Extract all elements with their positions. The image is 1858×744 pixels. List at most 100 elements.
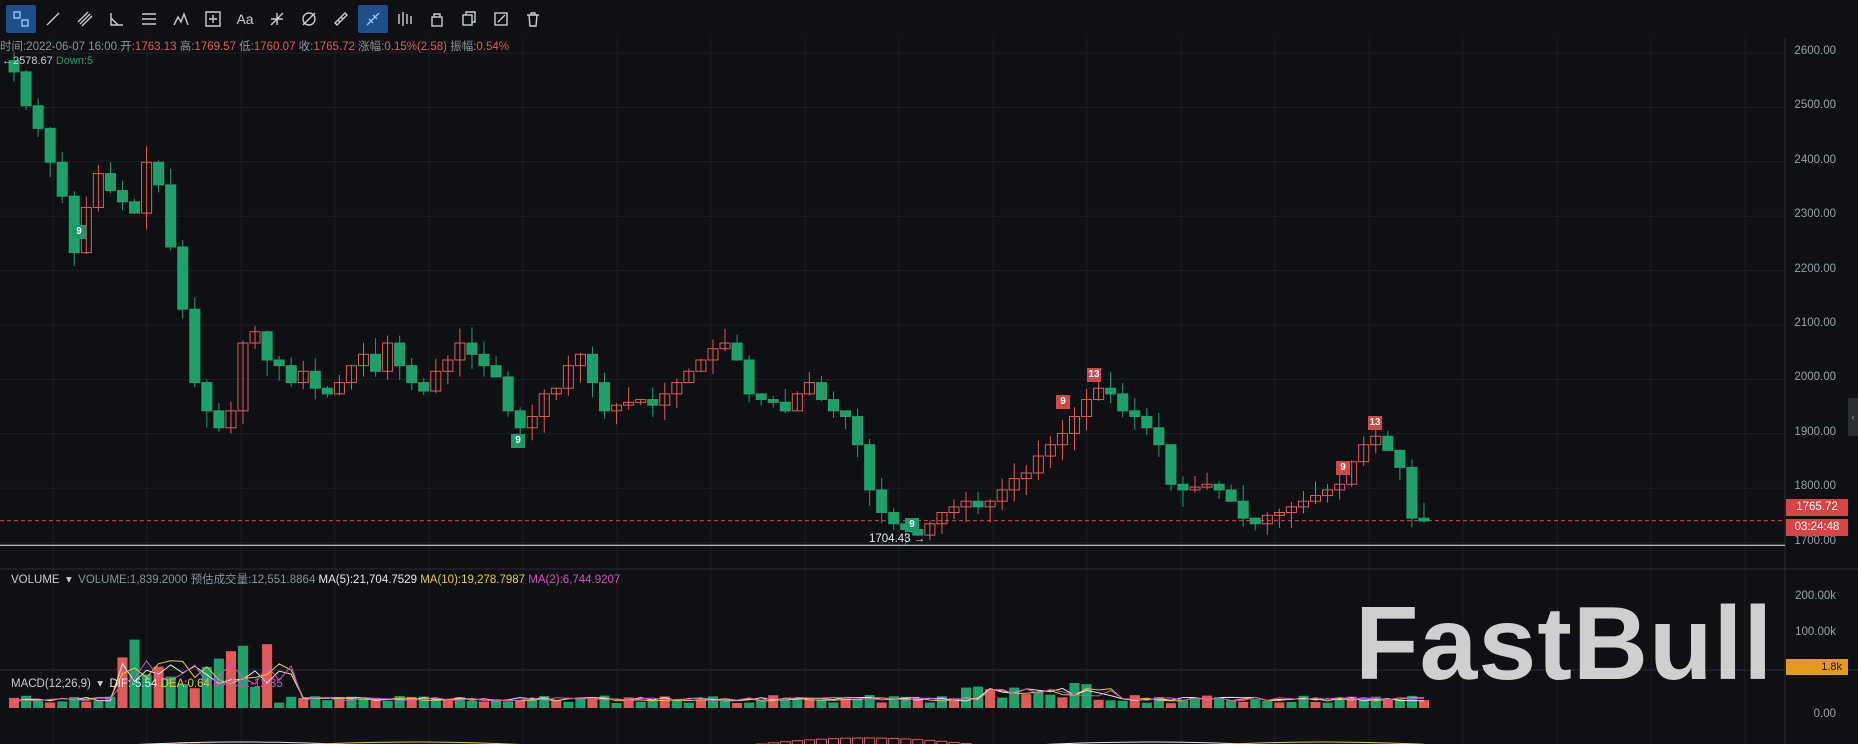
text-icon[interactable]: Aa bbox=[230, 5, 260, 33]
macd-bar bbox=[936, 740, 948, 744]
candle-body bbox=[321, 387, 333, 395]
volume-bar bbox=[888, 696, 899, 708]
candle-body bbox=[1032, 455, 1044, 474]
volume-bar bbox=[1310, 701, 1321, 708]
macd-axis-label: 0.00 bbox=[1813, 708, 1836, 720]
text-tool-label: Aa bbox=[236, 11, 254, 27]
measure-icon[interactable] bbox=[198, 5, 228, 33]
volume-bar bbox=[816, 699, 827, 708]
td-marker: 9 bbox=[1336, 461, 1350, 475]
candle-body bbox=[719, 342, 731, 350]
volume-bar bbox=[936, 696, 947, 708]
indicator-icon[interactable] bbox=[390, 5, 420, 33]
chevron-down-icon[interactable]: ▾ bbox=[94, 678, 107, 690]
candle-body bbox=[1358, 444, 1370, 463]
parallel-channel-icon[interactable] bbox=[70, 5, 100, 33]
price-axis-label: 2600.00 bbox=[1794, 45, 1836, 57]
candle-body bbox=[394, 342, 406, 367]
candle-body bbox=[840, 410, 852, 417]
macd-title[interactable]: MACD(12,26,9) bbox=[11, 678, 91, 690]
price-axis-label: 1700.00 bbox=[1794, 534, 1836, 547]
candle-body bbox=[153, 161, 165, 186]
candle-body bbox=[225, 410, 237, 429]
current-price-tag: 1765.72 bbox=[1786, 499, 1848, 516]
volume-bar bbox=[551, 699, 562, 708]
volume-bar bbox=[635, 701, 646, 708]
volume-bar bbox=[105, 696, 116, 708]
edit-icon[interactable] bbox=[486, 5, 516, 33]
volume-bar bbox=[1057, 697, 1068, 708]
horizontal-lines-icon[interactable] bbox=[134, 5, 164, 33]
open-label: 开: bbox=[120, 41, 135, 53]
candle-body bbox=[1020, 472, 1032, 480]
candle-body bbox=[442, 359, 454, 372]
volume-bar bbox=[985, 689, 996, 708]
fib-icon[interactable] bbox=[262, 5, 292, 33]
candle-body bbox=[1068, 415, 1081, 434]
candle-body bbox=[924, 523, 936, 536]
candle-body bbox=[972, 500, 984, 508]
volume-bar bbox=[117, 657, 128, 708]
volume-bar bbox=[840, 698, 851, 708]
candle-body bbox=[382, 342, 394, 372]
candle-body bbox=[815, 382, 827, 401]
collapse-handle[interactable]: ‹ bbox=[1848, 398, 1858, 436]
candle-body bbox=[20, 71, 32, 107]
trend-line-icon[interactable] bbox=[38, 5, 68, 33]
candle-body bbox=[237, 342, 249, 412]
volume-bar bbox=[310, 696, 321, 708]
candle-body bbox=[611, 404, 623, 412]
magnet-icon[interactable] bbox=[358, 5, 388, 33]
low-label: 低: bbox=[239, 41, 254, 53]
volume-bar bbox=[274, 702, 285, 708]
candle-body bbox=[562, 365, 574, 389]
candle-body bbox=[104, 173, 116, 192]
candle-body bbox=[1117, 393, 1129, 412]
candle-body bbox=[406, 365, 418, 384]
open-value: 1763.13 bbox=[134, 41, 177, 53]
gann-icon[interactable] bbox=[294, 5, 324, 33]
volume-title[interactable]: VOLUME bbox=[11, 574, 60, 586]
high-marker: ←2578.67 Down:5 bbox=[2, 55, 93, 67]
macd-line bbox=[136, 741, 1256, 744]
volume-bar bbox=[1202, 695, 1213, 708]
chart-canvas[interactable] bbox=[0, 38, 1858, 744]
time-label: 时间: bbox=[0, 41, 27, 53]
candle-body bbox=[779, 401, 791, 412]
candle-body bbox=[598, 382, 611, 412]
candle-body bbox=[671, 382, 683, 395]
candle-body bbox=[1309, 495, 1322, 502]
volume-value: VOLUME:1,839.2000 bbox=[78, 574, 188, 586]
pattern-icon[interactable] bbox=[166, 5, 196, 33]
volume-bar bbox=[141, 674, 152, 708]
volume-bar bbox=[1322, 702, 1333, 708]
angle-icon[interactable] bbox=[102, 5, 132, 33]
volume-bar bbox=[804, 697, 815, 708]
copy-icon[interactable] bbox=[454, 5, 484, 33]
volume-bar bbox=[1105, 700, 1116, 708]
volume-bar bbox=[1394, 699, 1405, 708]
delete-icon[interactable] bbox=[518, 5, 548, 33]
volume-ma2: MA(2):6,744.9207 bbox=[528, 574, 621, 586]
volume-bar bbox=[876, 702, 887, 708]
candle-body bbox=[213, 410, 225, 429]
volume-bar bbox=[1045, 694, 1056, 708]
time-value: 2022-06-07 16:00 bbox=[26, 41, 118, 53]
macd-legend: MACD(12,26,9) ▾ DIF:-5.54 DEA:0.64 MACD:… bbox=[11, 676, 283, 690]
chevron-down-icon[interactable]: ▾ bbox=[62, 574, 75, 586]
candle-body bbox=[333, 382, 345, 395]
volume-bar bbox=[599, 695, 610, 708]
price-axis-label: 2000.00 bbox=[1794, 371, 1836, 384]
volume-bar bbox=[587, 697, 598, 708]
crosshair-icon[interactable] bbox=[6, 5, 36, 33]
candle-body bbox=[141, 161, 153, 214]
macd-bar bbox=[852, 737, 864, 744]
candle-body bbox=[309, 370, 321, 389]
ruler-icon[interactable] bbox=[326, 5, 356, 33]
price-axis-label: 2200.00 bbox=[1794, 262, 1836, 275]
candle-body bbox=[550, 387, 562, 395]
candle-body bbox=[647, 399, 659, 406]
volume-bar bbox=[1370, 696, 1381, 708]
lock-icon[interactable] bbox=[422, 5, 452, 33]
candle-body bbox=[574, 353, 586, 367]
